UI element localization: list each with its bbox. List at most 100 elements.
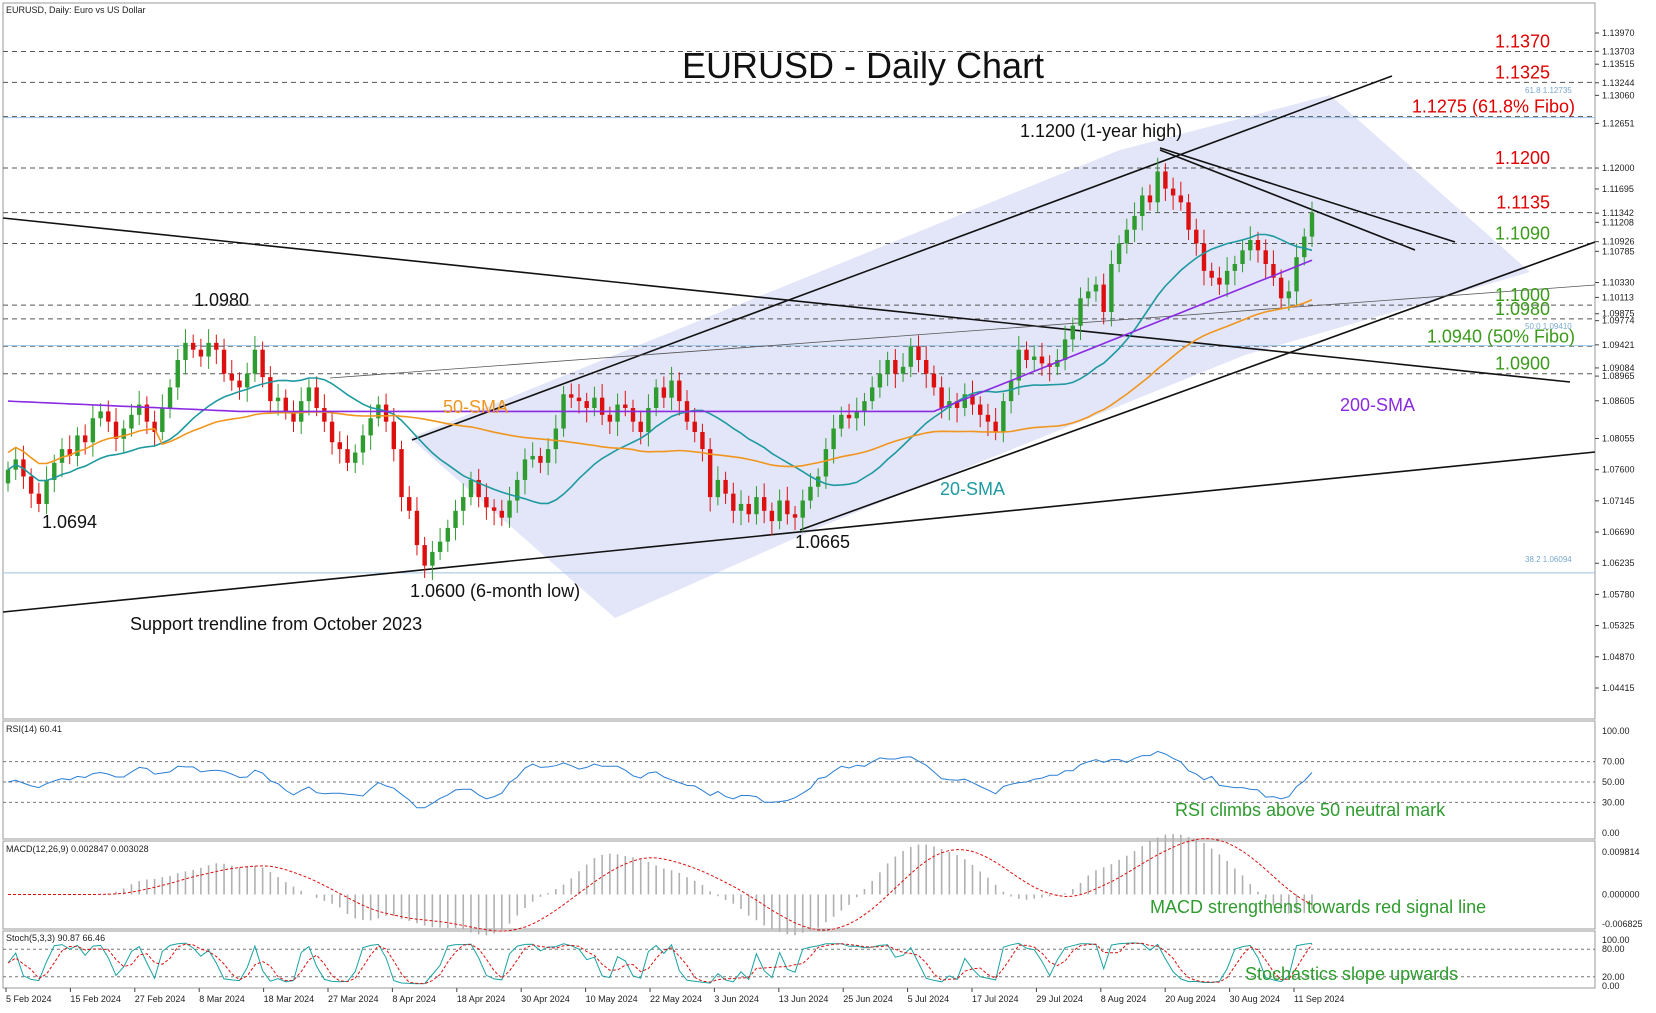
candle-body	[985, 414, 991, 422]
stoch-tick-label: 0.00	[1602, 981, 1620, 991]
candle-body	[1039, 356, 1045, 364]
candle-body	[916, 346, 921, 360]
downtrend-line	[2, 217, 1571, 383]
candle-body	[777, 500, 782, 522]
price-tick-label: 1.05780	[1602, 589, 1635, 599]
candle-body	[1055, 359, 1060, 367]
candle-body	[461, 497, 466, 511]
candle-body	[407, 497, 412, 511]
annotation-1y-high: 1.1200 (1-year high)	[1020, 121, 1182, 141]
candle-body	[507, 500, 512, 518]
candle-body	[731, 493, 736, 511]
price-tick-label: 1.09774	[1602, 316, 1635, 326]
candle-body	[962, 394, 967, 408]
candle-body	[707, 449, 713, 498]
stoch-tick-label: 80.00	[1602, 944, 1625, 954]
chart-title: EURUSD - Daily Chart	[682, 45, 1044, 86]
level-label: 1.1370	[1495, 32, 1550, 52]
price-tick-label: 1.09421	[1602, 340, 1635, 350]
candle-body	[1101, 284, 1106, 313]
candle-body	[515, 479, 520, 501]
rsi-annotation: RSI climbs above 50 neutral mark	[1175, 800, 1446, 820]
candle-body	[1271, 264, 1276, 278]
date-tick-label: 8 Mar 2024	[199, 994, 245, 1004]
stoch-annotation: Stochastics slope upwards	[1245, 964, 1458, 984]
candle-body	[1163, 171, 1168, 189]
price-tick-label: 1.13970	[1602, 28, 1635, 38]
date-tick-label: 25 Jun 2024	[843, 994, 893, 1004]
candle-body	[978, 404, 983, 415]
candle-body	[422, 545, 427, 566]
candle-body	[484, 497, 489, 508]
candle-body	[160, 407, 165, 432]
level-label: 1.1200	[1495, 148, 1550, 168]
candle-body	[1232, 264, 1238, 271]
candle-body	[229, 373, 234, 381]
date-tick-label: 27 Feb 2024	[135, 994, 186, 1004]
candle-body	[723, 479, 728, 494]
candle-body	[121, 428, 126, 439]
candle-body	[468, 479, 474, 498]
candle-body	[1248, 240, 1253, 251]
channel-lower-line	[799, 241, 1596, 531]
rsi-header: RSI(14) 60.41	[6, 724, 62, 734]
price-tick-label: 1.08605	[1602, 396, 1635, 406]
date-tick-label: 10 May 2024	[586, 994, 638, 1004]
rsi-tick-label: 70.00	[1602, 757, 1625, 767]
candle-body	[129, 414, 134, 429]
candle-body	[576, 397, 582, 402]
candle-body	[106, 411, 111, 422]
candle-body	[98, 411, 103, 419]
level-label: 1.1275 (61.8% Fibo)	[1412, 97, 1575, 117]
candle-body	[700, 431, 705, 450]
label-50-sma: 50-SMA	[443, 397, 508, 417]
channel-shade	[410, 95, 1530, 618]
candle-body	[113, 421, 119, 439]
candle-body	[669, 380, 674, 398]
candle-body	[1008, 380, 1014, 402]
candle-body	[815, 476, 821, 487]
date-tick-label: 5 Jul 2024	[908, 994, 950, 1004]
annotation-support: Support trendline from October 2023	[130, 614, 422, 634]
annotation-6m-low: 1.0600 (6-month low)	[410, 581, 580, 601]
candle-body	[1070, 325, 1076, 340]
candle-body	[175, 359, 180, 388]
candle-body	[924, 359, 929, 374]
sma-200-line	[7, 259, 1313, 413]
candle-body	[715, 479, 721, 498]
candle-body	[785, 500, 790, 515]
candle-body	[846, 414, 852, 419]
candle-body	[414, 510, 420, 546]
stoch-header: Stoch(5,3,3) 90.87 66.46	[6, 933, 105, 943]
macd-header: MACD(12,26,9) 0.002847 0.003028	[6, 844, 149, 854]
candle-body	[399, 449, 404, 498]
candle-body	[368, 418, 373, 436]
candle-body	[808, 486, 813, 501]
candle-body	[839, 414, 844, 429]
date-tick-label: 13 Jun 2024	[779, 994, 829, 1004]
candle-body	[322, 407, 327, 422]
candle-body	[152, 421, 157, 432]
price-tick-label: 1.10113	[1602, 292, 1634, 302]
date-tick-label: 8 Apr 2024	[392, 994, 436, 1004]
candle-body	[954, 401, 960, 408]
candle-body	[1209, 270, 1214, 278]
price-tick-label: 1.13515	[1602, 59, 1635, 69]
date-tick-label: 5 Feb 2024	[6, 994, 52, 1004]
candle-body	[900, 366, 906, 374]
stoch-tick-label: 100.00	[1602, 935, 1630, 945]
candle-body	[638, 421, 643, 432]
price-tick-label: 1.08965	[1602, 371, 1635, 381]
candle-body	[885, 359, 890, 374]
candle-body	[792, 514, 798, 518]
date-tick-label: 15 Feb 2024	[70, 994, 121, 1004]
candle-body	[1109, 264, 1114, 313]
price-tick-label: 1.11695	[1602, 184, 1634, 194]
candle-body	[800, 500, 805, 518]
annotation-1-0980: 1.0980	[194, 290, 249, 310]
stoch-tick-label: 20.00	[1602, 972, 1625, 982]
rsi-line	[7, 750, 1313, 809]
candle-body	[198, 349, 204, 357]
price-tick-label: 1.07600	[1602, 465, 1635, 475]
rsi-panel-frame	[2, 720, 1596, 840]
